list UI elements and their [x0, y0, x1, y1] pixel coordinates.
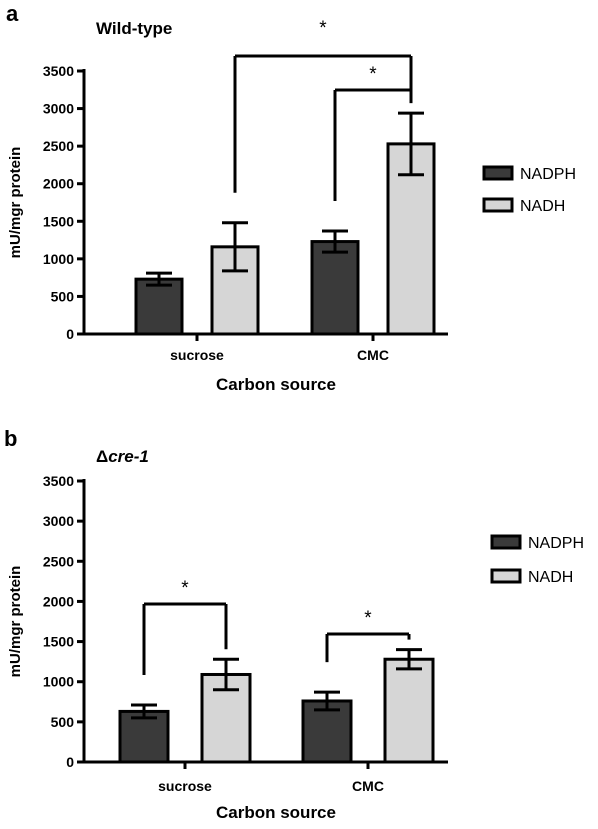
legend-swatch-a-nadph [482, 165, 514, 181]
panel-b-title-italic: cre-1 [108, 447, 149, 466]
legend-label-b-nadph: NADPH [528, 535, 584, 552]
y-tick-label-b: 3500 [43, 473, 74, 489]
bar-b-nadh-cmc [383, 657, 435, 764]
y-tick-label-a: 1000 [43, 251, 74, 267]
y-tick-label-a: 2500 [43, 138, 74, 154]
y-tick-label-b: 0 [66, 754, 74, 770]
y-tick-label-a: 500 [51, 288, 75, 304]
y-axis-label-b: mU/mgr protein [7, 566, 24, 678]
legend-label-b-nadh: NADH [528, 569, 573, 586]
legend-swatch-b-nadph [490, 534, 522, 550]
y-tick-label-b: 1500 [43, 634, 74, 650]
y-tick-label-a: 1500 [43, 213, 74, 229]
legend-label-a-nadph: NADPH [520, 166, 576, 183]
significance-bracket-b: * [142, 578, 228, 675]
y-tick-label-a: 2000 [43, 176, 74, 192]
significance-bracket-b: * [325, 608, 411, 663]
significance-bracket-a: * [233, 18, 413, 193]
y-tick-label-b: 500 [51, 714, 75, 730]
y-tick-label-a: 3500 [43, 63, 74, 79]
y-tick-label-a: 0 [66, 326, 74, 342]
category-label-b: CMC [352, 778, 384, 794]
legend-label-a-nadh: NADH [520, 198, 565, 215]
y-tick-label-b: 3000 [43, 513, 74, 529]
x-axis-label-b: Carbon source [216, 803, 336, 822]
significance-star-b: * [181, 578, 189, 599]
significance-star-b: * [364, 608, 372, 629]
y-tick-label-b: 2500 [43, 553, 74, 569]
panel-b-title: Δcre-1 [96, 447, 149, 466]
category-label-b: sucrose [158, 778, 212, 794]
significance-star-a: * [369, 64, 377, 85]
y-tick-label-b: 2000 [43, 593, 74, 609]
panel-b-title-prefix: Δ [96, 447, 108, 466]
bar-b-nadph-sucrose [118, 709, 170, 764]
chart-b: 0 500 1000 1500 2000 2500 3000 3500 sucrose CMC Ca… [7, 473, 584, 822]
significance-bracket-a: * [333, 64, 413, 202]
bar-a-nadph-cmc [310, 240, 360, 336]
panel-a-letter: a [6, 1, 19, 26]
y-axis-label-a: mU/mgr protein [7, 147, 24, 259]
panel-a-title: Wild-type [96, 19, 172, 38]
chart-a: 0 500 1000 1500 2000 2500 3000 3500 sucrose CMC Ca… [7, 18, 576, 394]
y-tick-label-a: 3000 [43, 101, 74, 117]
category-label-a: CMC [357, 347, 389, 363]
y-tick-label-b: 1000 [43, 674, 74, 690]
x-axis-label-a: Carbon source [216, 375, 336, 394]
legend-swatch-b-nadh [490, 568, 522, 584]
panel-b-letter: b [4, 426, 17, 451]
legend-swatch-a-nadh [482, 197, 514, 213]
significance-star-a: * [319, 18, 327, 39]
bar-a-nadph-sucrose [134, 277, 184, 336]
category-label-a: sucrose [170, 347, 224, 363]
